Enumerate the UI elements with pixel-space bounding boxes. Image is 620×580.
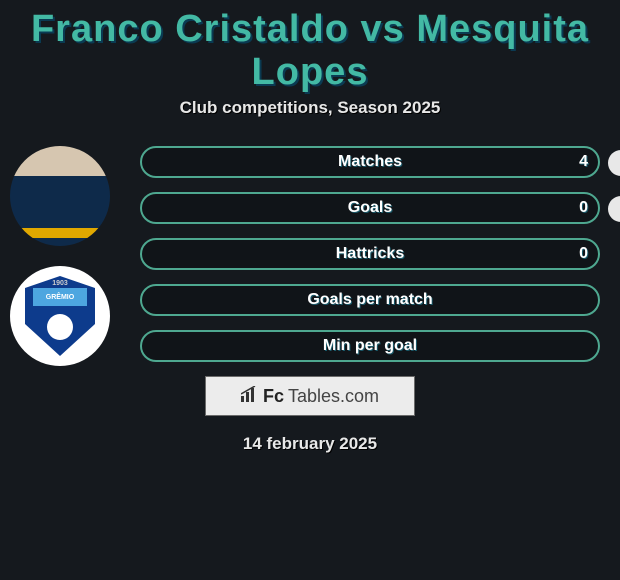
stat-pill-right (608, 196, 620, 222)
badge-year: 1903 (25, 280, 95, 287)
badge-name: GRÊMIO (33, 288, 87, 306)
footer-brand-rest: Tables.com (288, 386, 379, 407)
vs-separator: vs (360, 8, 404, 50)
comparison-title: Franco Cristaldo vs Mesquita Lopes (0, 0, 620, 98)
stat-row: Goals0 (140, 192, 600, 224)
player1-name: Franco Cristaldo (31, 8, 349, 50)
stat-label: Goals (142, 194, 598, 222)
stat-pill-right (608, 150, 620, 176)
footer-date: 14 february 2025 (0, 434, 620, 454)
avatar-column: 1903 GRÊMIO (10, 146, 120, 386)
content-area: 1903 GRÊMIO Matches4Goals0Hattricks0Goal… (0, 146, 620, 362)
footer-logo: FcTables.com (205, 376, 415, 416)
stat-row: Hattricks0 (140, 238, 600, 270)
footer-brand-strong: Fc (263, 386, 284, 407)
club-avatar: 1903 GRÊMIO (10, 266, 110, 366)
stat-value-left: 0 (579, 194, 588, 222)
stat-label: Goals per match (142, 286, 598, 314)
stat-label: Hattricks (142, 240, 598, 268)
subtitle: Club competitions, Season 2025 (0, 98, 620, 146)
stat-row: Matches4 (140, 146, 600, 178)
player-avatar (10, 146, 110, 246)
stat-value-left: 0 (579, 240, 588, 268)
stat-row: Goals per match (140, 284, 600, 316)
stat-value-left: 4 (579, 148, 588, 176)
stat-label: Min per goal (142, 332, 598, 360)
badge-ball-icon (47, 314, 73, 340)
stat-row: Min per goal (140, 330, 600, 362)
barchart-icon (241, 386, 259, 407)
stat-label: Matches (142, 148, 598, 176)
club-badge: 1903 GRÊMIO (25, 276, 95, 356)
